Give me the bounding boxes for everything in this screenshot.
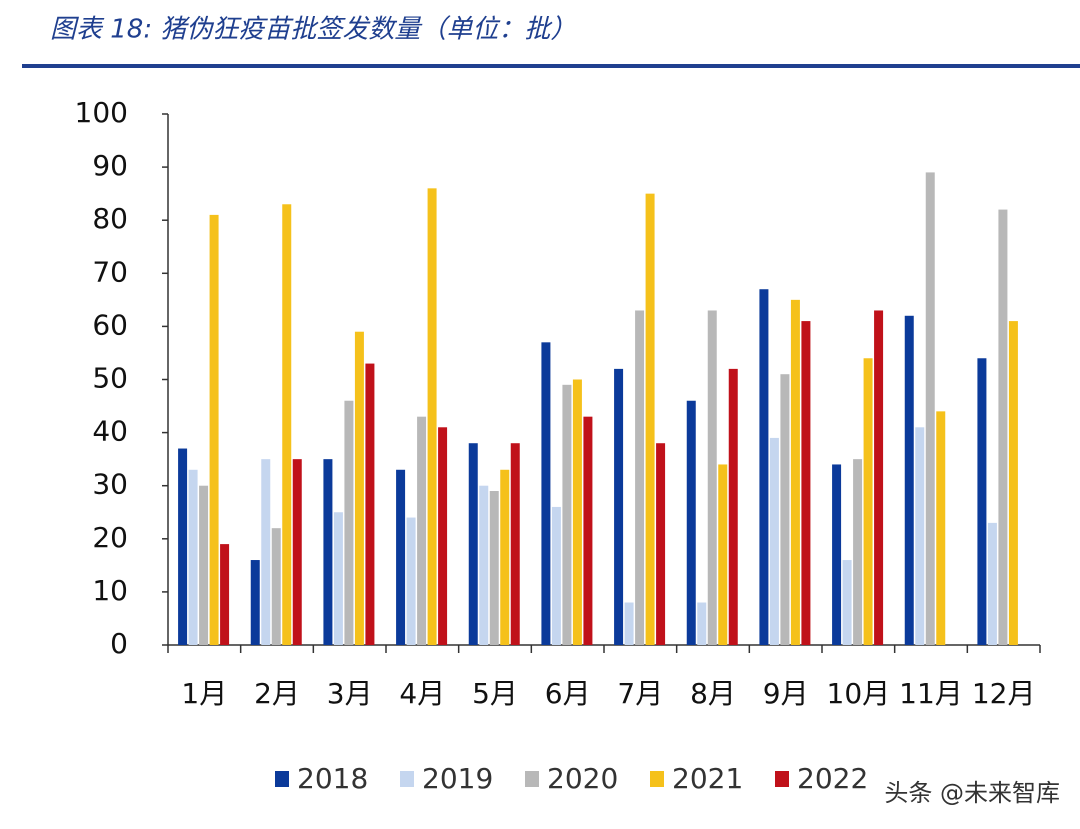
bar	[790, 299, 800, 645]
x-tick-label: 11月	[899, 677, 963, 710]
bar	[801, 321, 811, 645]
bar	[344, 400, 354, 645]
bar	[635, 310, 645, 645]
bar	[645, 193, 655, 645]
legend-swatch	[525, 771, 539, 787]
bar	[282, 204, 292, 645]
x-tick-label: 1月	[181, 677, 227, 710]
bar	[323, 459, 333, 645]
bar	[468, 443, 478, 645]
legend-label: 2018	[297, 762, 368, 795]
x-tick-label: 3月	[327, 677, 373, 710]
bar	[874, 310, 884, 645]
bar	[333, 512, 343, 645]
bar	[209, 214, 219, 645]
bar	[406, 517, 416, 645]
bar	[769, 437, 779, 645]
legend-label: 2021	[672, 762, 743, 795]
y-tick-label: 70	[92, 255, 128, 288]
x-tick-label: 2月	[254, 677, 300, 710]
bar	[686, 400, 696, 645]
bar	[759, 289, 769, 645]
bar	[842, 560, 852, 645]
bar	[832, 464, 842, 645]
bar	[220, 544, 230, 645]
bar	[614, 368, 624, 645]
bar	[261, 459, 271, 645]
x-tick-label: 10月	[827, 677, 891, 710]
watermark: 头条 @未来智库	[884, 779, 1060, 807]
y-tick-label: 30	[92, 468, 128, 501]
x-tick-label: 12月	[972, 677, 1036, 710]
x-tick-label: 4月	[399, 677, 445, 710]
bar	[987, 522, 997, 645]
legend-label: 2020	[547, 762, 618, 795]
x-tick-label: 6月	[545, 677, 591, 710]
bar	[656, 443, 666, 645]
legend-label: 2022	[797, 762, 868, 795]
bar	[718, 464, 728, 645]
bar	[396, 469, 406, 645]
bar	[904, 315, 914, 645]
bar	[489, 491, 499, 645]
bar	[199, 485, 209, 645]
bar	[707, 310, 717, 645]
bar	[853, 459, 863, 645]
bar	[417, 416, 427, 645]
x-tick-label: 5月	[472, 677, 518, 710]
bar	[697, 602, 707, 645]
x-tick-label: 9月	[763, 677, 809, 710]
legend-swatch	[650, 771, 664, 787]
bar	[427, 188, 437, 645]
y-tick-label: 10	[92, 574, 128, 607]
bar	[583, 416, 593, 645]
bar	[728, 368, 738, 645]
bar	[780, 374, 790, 645]
bar	[572, 379, 582, 645]
y-tick-label: 90	[92, 149, 128, 182]
bar	[562, 384, 572, 645]
bar	[624, 602, 634, 645]
bar	[365, 363, 375, 645]
y-tick-label: 20	[92, 521, 128, 554]
bar	[915, 427, 925, 645]
bar	[479, 485, 489, 645]
bar	[925, 172, 935, 645]
bar	[271, 528, 281, 645]
y-tick-label: 0	[110, 627, 128, 660]
y-tick-label: 60	[92, 308, 128, 341]
y-tick-label: 50	[92, 362, 128, 395]
legend-swatch	[775, 771, 789, 787]
chart-title: 图表 18: 猪伪狂疫苗批签发数量（单位：批）	[50, 15, 576, 45]
bar	[178, 448, 188, 645]
bar	[863, 358, 873, 645]
y-tick-label: 80	[92, 202, 128, 235]
bar	[510, 443, 520, 645]
bar	[438, 427, 448, 645]
bar	[1008, 321, 1018, 645]
bar	[551, 506, 561, 645]
y-tick-label: 40	[92, 415, 128, 448]
bar	[188, 469, 198, 645]
x-tick-label: 7月	[617, 677, 663, 710]
bar	[936, 411, 946, 645]
bar	[500, 469, 510, 645]
x-tick-label: 8月	[690, 677, 736, 710]
legend-label: 2019	[422, 762, 493, 795]
y-tick-label: 100	[75, 96, 128, 129]
bar	[541, 342, 551, 645]
title-rule	[22, 64, 1080, 68]
bar	[250, 560, 260, 645]
legend-swatch	[275, 771, 289, 787]
bar	[998, 209, 1008, 645]
legend-swatch	[400, 771, 414, 787]
bar	[977, 358, 987, 645]
bar	[354, 331, 364, 645]
bar	[292, 459, 302, 645]
